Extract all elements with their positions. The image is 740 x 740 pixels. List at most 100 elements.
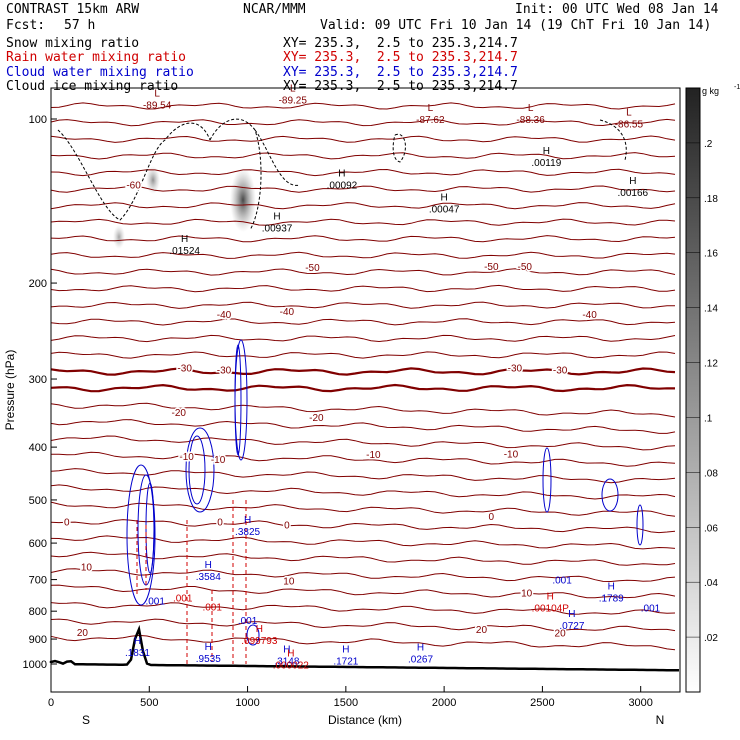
- temperature-contour-label: -60: [126, 181, 141, 192]
- colorbar-tick-label: .1: [704, 413, 713, 424]
- fcst-label: Fcst:: [6, 18, 46, 33]
- plot-frame: [50, 87, 681, 693]
- extremum-value: .3584: [196, 572, 221, 583]
- extremum-value: .1831: [125, 648, 150, 659]
- cloud-water-contour: [188, 435, 206, 505]
- temperature-contour-label: -10: [179, 452, 194, 463]
- extremum-value: .00047: [429, 205, 460, 216]
- extremum-value: -89.54: [143, 100, 172, 111]
- x-tick-label: 2500: [530, 697, 554, 709]
- temperature-contour: [50, 284, 676, 293]
- extremum-value: .1721: [333, 657, 358, 668]
- temperature-contours: [50, 102, 676, 651]
- temperature-contour: [50, 501, 676, 517]
- field-xy-rain: XY= 235.3, 2.5 to 235.3,214.7: [283, 50, 518, 65]
- extremum-marker: L: [428, 103, 434, 114]
- temperature-contour: [50, 367, 676, 376]
- extremum-value: .099793: [241, 636, 278, 647]
- extremum-value: .00166: [618, 188, 649, 199]
- x-axis-label: Distance (km): [328, 713, 402, 727]
- extremum-marker: H: [283, 645, 290, 656]
- temperature-contour: [50, 618, 676, 632]
- extremum-value: .0727: [559, 621, 584, 632]
- temperature-contour-label: 10: [521, 589, 533, 600]
- extremum-marker: L: [154, 88, 160, 99]
- temperature-contour: [50, 301, 676, 309]
- temperature-contour: [50, 334, 676, 343]
- colorbar-tick-label: .06: [704, 523, 718, 534]
- extremum-value: .00104P: [532, 604, 570, 615]
- extremum-marker: L: [528, 103, 534, 114]
- temperature-contour: [50, 435, 676, 451]
- extremum-value: .00119: [531, 158, 561, 169]
- extremum-marker: H: [441, 193, 448, 204]
- colorbar-tick-label: .16: [704, 249, 718, 260]
- temperature-contour: [50, 402, 676, 418]
- temperature-contour-label: 0: [217, 518, 223, 529]
- extremum-value: .001: [552, 576, 572, 587]
- cloud-water-contour: [636, 504, 644, 546]
- temperature-contour: [50, 185, 676, 193]
- y-tick-label: 300: [29, 374, 47, 386]
- temperature-contour-label: -10: [366, 450, 381, 461]
- extremum-value: .001: [641, 604, 661, 615]
- extremum-value: -89.25: [279, 95, 308, 106]
- ice-blob: [146, 166, 160, 194]
- temperature-contour: [50, 634, 676, 651]
- temperature-contour-label: -30: [508, 364, 523, 375]
- extremum-marker: H: [342, 645, 349, 656]
- extremum-value: -88.36: [516, 115, 545, 126]
- temperature-contour-label: 10: [81, 562, 93, 573]
- extremum-marker: H: [543, 146, 550, 157]
- extremum-value: .01524: [169, 246, 200, 257]
- y-tick-label: 600: [29, 538, 47, 550]
- extremum-value: .1789: [599, 593, 624, 604]
- temperature-contour-label: -10: [504, 450, 519, 461]
- rain-contours: [136, 500, 247, 665]
- temperature-contour: [50, 584, 676, 599]
- extremum-value: .001: [238, 616, 258, 627]
- temperature-contour: [50, 135, 676, 143]
- ice-shading: [113, 166, 256, 249]
- field-xy-cloudice: XY= 235.3, 2.5 to 235.3,214.7: [283, 79, 518, 94]
- temperature-contour-label: -40: [217, 310, 232, 321]
- extremum-value: -86.55: [615, 120, 644, 131]
- temperature-contour-label: 20: [555, 629, 567, 640]
- extremum-value: -87.62: [416, 115, 445, 126]
- cloud-water-contour: [601, 478, 619, 512]
- temperature-contour-label: 0: [284, 521, 290, 532]
- snow-contours: [57, 118, 627, 231]
- temperature-contour: [50, 202, 676, 210]
- extremum-marker: H: [568, 609, 575, 620]
- temperature-contour-label: -20: [172, 408, 187, 419]
- temperature-contour: [50, 568, 676, 583]
- cloud-water-contour: [185, 427, 215, 513]
- extremum-marker: H: [547, 592, 554, 603]
- colorbar-tick-label: .04: [704, 578, 718, 589]
- terrain-profile: [49, 624, 680, 672]
- x-tick-label: 0: [48, 697, 54, 709]
- temperature-contour: [50, 419, 676, 434]
- temperature-contour: [50, 484, 676, 500]
- extremum-value: .000022: [273, 660, 310, 671]
- temperature-contour-label: -40: [582, 310, 597, 321]
- colorbar-unit: g kg: [702, 86, 719, 96]
- temperature-contour-label: -30: [553, 365, 568, 376]
- field-name-cloudice: Cloud ice mixing ratio: [6, 79, 179, 94]
- temperature-contour-label: -20: [309, 413, 324, 424]
- x-tick-label: 1500: [334, 697, 358, 709]
- temperature-contour: [50, 383, 676, 393]
- x-tick-label: 1000: [235, 697, 259, 709]
- fcst-value: 57 h: [64, 18, 96, 33]
- y-axis-label: Pressure (hPa): [3, 350, 17, 431]
- temperature-contour: [50, 602, 676, 615]
- field-xy-cloudwater: XY= 235.3, 2.5 to 235.3,214.7: [283, 65, 518, 80]
- x-tick-label: 3000: [628, 697, 652, 709]
- extremum-marker: H: [273, 211, 280, 222]
- y-tick-label: 400: [29, 442, 47, 454]
- extremum-value: .001: [145, 597, 165, 608]
- extremum-value: .3148: [274, 657, 299, 668]
- y-tick-label: 200: [29, 278, 47, 290]
- y-tick-label: 700: [29, 575, 47, 587]
